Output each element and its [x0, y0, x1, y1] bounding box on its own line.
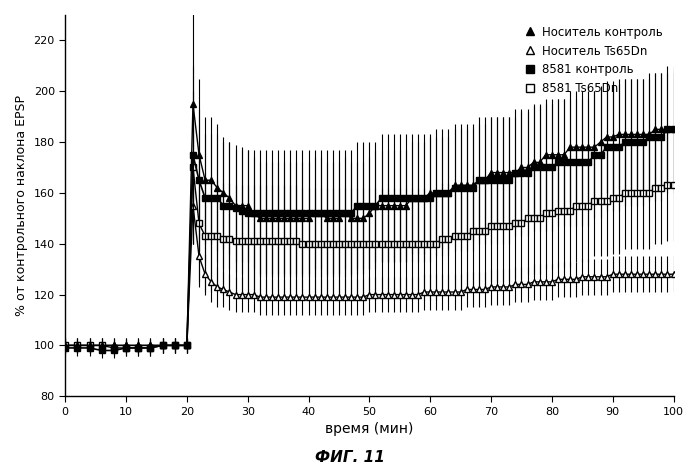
X-axis label: время (мин): время (мин) — [325, 422, 414, 436]
Legend: Носитель контроль, Носитель Ts65Dn, 8581 контроль, 8581 Ts65Dn: Носитель контроль, Носитель Ts65Dn, 8581… — [519, 21, 668, 100]
Y-axis label: % от контрольного наклона EPSP: % от контрольного наклона EPSP — [15, 95, 28, 316]
Text: ФИГ. 11: ФИГ. 11 — [315, 450, 384, 465]
